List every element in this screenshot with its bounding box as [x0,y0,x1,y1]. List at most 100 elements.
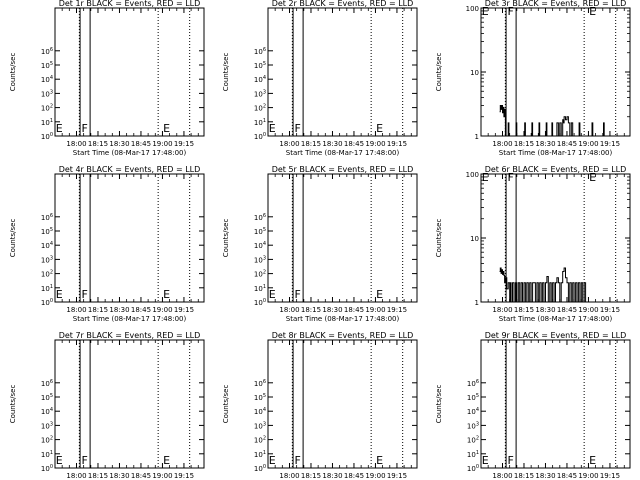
y-tick-label: 102 [467,436,479,445]
x-tick-label: 18:45 [557,306,577,314]
y-tick-label: 105 [41,227,53,236]
y-tick-label: 101 [41,118,53,127]
x-tick-label: 19:15 [600,306,620,314]
detector-panel-1: Det 1r BLACK = Events, RED = LLD 100 101 10… [9,0,205,157]
detector-panel-8: Det 8r BLACK = Events, RED = LLD 100 101 10… [222,331,418,480]
y-tick-label: 100 [41,132,53,141]
x-axis-label: Start Time (08-Mar-17 17:48:00) [73,315,187,323]
flag-marker: E [589,5,596,18]
flag-marker: E [482,5,489,18]
y-tick-label: 104 [41,241,53,250]
plot-frame [480,339,631,469]
x-tick-label: 18:45 [557,472,577,480]
y-tick-label: 105 [254,61,266,70]
x-tick-label: 18:45 [131,306,151,314]
y-tick-label: 100 [254,298,266,307]
x-tick-label: 18:15 [301,472,321,480]
y-tick-label: 101 [41,284,53,293]
y-axis-label: Counts/sec [435,219,443,258]
y-tick-label: 1 [475,133,479,141]
y-tick-label: 102 [41,436,53,445]
flag-marker: E [376,122,383,135]
x-tick-label: 19:00 [152,306,172,314]
x-tick-label: 19:15 [387,140,407,148]
y-tick-label: 100 [254,132,266,141]
y-tick-label: 104 [41,75,53,84]
flag-marker: E [163,122,170,135]
y-tick-label: 102 [254,436,266,445]
y-tick-label: 1 [475,299,479,307]
y-tick-label: 102 [41,104,53,113]
x-axis-label: Start Time (08-Mar-17 17:48:00) [286,315,400,323]
x-axis-label: Start Time (08-Mar-17 17:48:00) [499,149,613,157]
y-axis-label: Counts/sec [222,53,230,92]
y-tick-label: 106 [41,47,53,56]
y-tick-label: 101 [254,450,266,459]
panel-title: Det 8r BLACK = Events, RED = LLD [272,331,414,340]
y-tick-label: 103 [254,89,266,98]
x-tick-label: 18:30 [109,472,129,480]
x-tick-label: 19:15 [600,140,620,148]
x-tick-label: 18:45 [131,140,151,148]
detector-panel-4: Det 4r BLACK = Events, RED = LLD 100 101 10… [9,165,205,323]
panel-title: Det 7r BLACK = Events, RED = LLD [59,331,201,340]
detector-panel-2: Det 2r BLACK = Events, RED = LLD 100 101 10… [222,0,418,157]
y-tick-label: 104 [254,241,266,250]
x-tick-label: 18:00 [66,472,86,480]
x-tick-label: 19:00 [365,140,385,148]
flag-marker: E [589,454,596,467]
y-tick-label: 100 [254,464,266,473]
flag-marker: F [295,122,301,135]
y-tick-label: 100 [466,171,479,179]
x-tick-label: 18:45 [557,140,577,148]
flag-marker: E [589,171,596,184]
y-axis-label: Counts/sec [435,385,443,424]
flag-marker: F [82,288,88,301]
plot-frame [267,7,418,137]
x-tick-label: 19:00 [152,472,172,480]
y-tick-label: 106 [254,213,266,222]
x-tick-label: 18:30 [109,306,129,314]
y-tick-label: 10 [470,69,479,77]
events-series-line [499,267,587,303]
x-tick-label: 18:15 [88,306,108,314]
flag-marker: E [163,454,170,467]
y-tick-label: 100 [466,5,479,13]
y-tick-label: 102 [254,270,266,279]
flag-marker: E [163,288,170,301]
y-axis-label: Counts/sec [222,385,230,424]
y-tick-label: 104 [254,407,266,416]
x-tick-label: 19:15 [600,472,620,480]
y-tick-label: 104 [254,75,266,84]
x-tick-label: 18:30 [535,140,555,148]
y-axis-label: Counts/sec [9,219,17,258]
x-tick-label: 18:00 [492,306,512,314]
plot-frame [267,173,418,303]
x-tick-label: 18:00 [66,140,86,148]
x-tick-label: 18:00 [279,306,299,314]
y-tick-label: 101 [254,118,266,127]
flag-marker: E [376,454,383,467]
x-tick-label: 18:15 [514,306,534,314]
y-tick-label: 105 [467,393,479,402]
detector-panel-7: Det 7r BLACK = Events, RED = LLD 100 101 10… [9,331,205,480]
y-tick-label: 100 [41,464,53,473]
y-axis-label: Counts/sec [435,53,443,92]
x-tick-label: 19:15 [387,472,407,480]
plot-frame [480,7,631,137]
y-axis-label: Counts/sec [9,385,17,424]
y-tick-label: 102 [254,104,266,113]
events-series-line [499,105,605,137]
x-axis-label: Start Time (08-Mar-17 17:48:00) [73,149,187,157]
panel-title: Det 1r BLACK = Events, RED = LLD [59,0,201,8]
x-tick-label: 18:15 [88,472,108,480]
y-tick-label: 10 [470,235,479,243]
y-axis-label: Counts/sec [9,53,17,92]
flag-marker: F [295,454,301,467]
y-tick-label: 106 [254,379,266,388]
x-tick-label: 18:15 [88,140,108,148]
y-tick-label: 100 [467,464,479,473]
y-tick-label: 101 [467,450,479,459]
x-tick-label: 18:30 [535,472,555,480]
panel-title: Det 3r BLACK = Events, RED = LLD [485,0,627,8]
